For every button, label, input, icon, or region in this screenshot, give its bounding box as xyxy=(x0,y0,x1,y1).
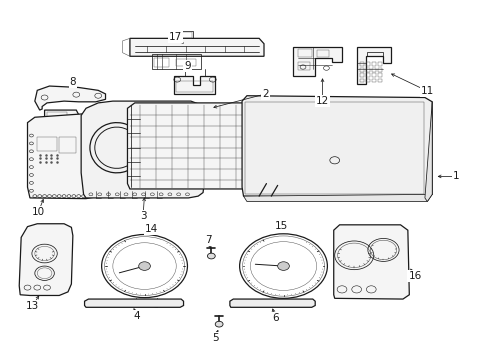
Bar xyxy=(366,52,383,56)
Polygon shape xyxy=(35,86,105,110)
Bar xyxy=(371,68,375,72)
Bar xyxy=(47,112,66,118)
Bar xyxy=(298,62,310,69)
Bar xyxy=(377,68,381,72)
Polygon shape xyxy=(243,194,431,202)
Bar xyxy=(377,73,381,77)
Polygon shape xyxy=(130,39,264,56)
Bar xyxy=(371,78,375,82)
Bar xyxy=(359,68,364,72)
Bar xyxy=(152,54,200,69)
Text: 11: 11 xyxy=(420,86,433,96)
Text: 1: 1 xyxy=(452,171,459,181)
Circle shape xyxy=(207,253,215,259)
Polygon shape xyxy=(84,299,183,307)
Polygon shape xyxy=(19,224,73,296)
Text: 4: 4 xyxy=(134,311,140,320)
Bar xyxy=(371,62,375,66)
Bar xyxy=(154,58,168,67)
Circle shape xyxy=(215,321,223,327)
Bar xyxy=(365,68,369,72)
Bar xyxy=(377,62,381,66)
Polygon shape xyxy=(44,110,79,119)
Bar xyxy=(359,62,364,66)
Text: 17: 17 xyxy=(168,32,182,41)
Bar xyxy=(176,59,195,66)
Text: 12: 12 xyxy=(315,96,328,106)
Bar xyxy=(173,31,193,39)
Polygon shape xyxy=(173,76,215,94)
Text: 8: 8 xyxy=(69,77,76,87)
Circle shape xyxy=(139,262,150,270)
Text: 10: 10 xyxy=(32,207,45,217)
Bar xyxy=(377,78,381,82)
Bar xyxy=(359,78,364,82)
Text: 2: 2 xyxy=(262,89,268,99)
Polygon shape xyxy=(333,225,408,299)
Text: 3: 3 xyxy=(140,211,146,221)
Polygon shape xyxy=(127,103,283,189)
Bar xyxy=(37,137,57,151)
Text: 7: 7 xyxy=(205,235,212,245)
Text: 6: 6 xyxy=(271,313,278,323)
Polygon shape xyxy=(81,101,205,198)
Text: 14: 14 xyxy=(145,224,158,234)
Polygon shape xyxy=(293,47,341,76)
Bar xyxy=(359,73,364,77)
Polygon shape xyxy=(356,47,390,84)
Bar xyxy=(365,78,369,82)
Text: 9: 9 xyxy=(184,61,190,71)
Polygon shape xyxy=(27,114,103,199)
Bar xyxy=(59,137,76,153)
Bar xyxy=(316,50,328,57)
Text: 15: 15 xyxy=(274,221,287,230)
Text: 5: 5 xyxy=(211,333,218,343)
Polygon shape xyxy=(229,299,315,307)
Bar xyxy=(365,62,369,66)
Polygon shape xyxy=(424,102,431,202)
Polygon shape xyxy=(242,96,431,198)
Bar xyxy=(298,49,311,57)
Circle shape xyxy=(277,262,289,270)
Text: 16: 16 xyxy=(407,271,421,281)
Bar xyxy=(176,81,212,92)
Text: 13: 13 xyxy=(26,301,39,311)
Bar xyxy=(365,73,369,77)
Bar xyxy=(371,73,375,77)
Bar xyxy=(175,32,191,38)
